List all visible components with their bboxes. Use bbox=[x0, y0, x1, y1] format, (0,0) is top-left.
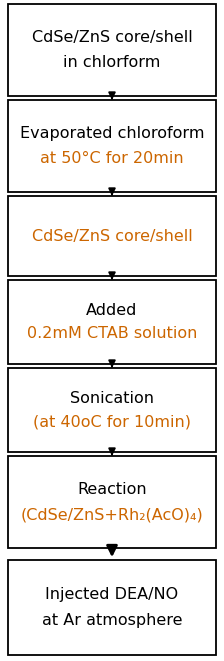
Text: CdSe/ZnS core/shell: CdSe/ZnS core/shell bbox=[32, 229, 192, 243]
Bar bbox=[8, 368, 216, 452]
Text: (CdSe/ZnS+Rh₂(AcO)₄): (CdSe/ZnS+Rh₂(AcO)₄) bbox=[21, 508, 203, 522]
Text: Added: Added bbox=[86, 303, 138, 318]
Bar bbox=[8, 196, 216, 276]
Text: Injected DEA/NO: Injected DEA/NO bbox=[45, 587, 179, 602]
Text: Evaporated chloroform: Evaporated chloroform bbox=[20, 126, 204, 141]
Text: CdSe/ZnS core/shell: CdSe/ZnS core/shell bbox=[32, 30, 192, 45]
Text: 0.2mM CTAB solution: 0.2mM CTAB solution bbox=[27, 327, 197, 341]
Text: in chlorform: in chlorform bbox=[63, 56, 161, 70]
Bar bbox=[8, 100, 216, 192]
Bar bbox=[8, 560, 216, 655]
Bar bbox=[8, 4, 216, 96]
Text: Reaction: Reaction bbox=[77, 482, 147, 496]
Text: at Ar atmosphere: at Ar atmosphere bbox=[42, 613, 182, 629]
Bar bbox=[8, 456, 216, 548]
Text: Sonication: Sonication bbox=[70, 391, 154, 406]
Text: (at 40oC for 10min): (at 40oC for 10min) bbox=[33, 414, 191, 429]
Text: at 50°C for 20min: at 50°C for 20min bbox=[40, 151, 184, 167]
Bar bbox=[8, 280, 216, 364]
